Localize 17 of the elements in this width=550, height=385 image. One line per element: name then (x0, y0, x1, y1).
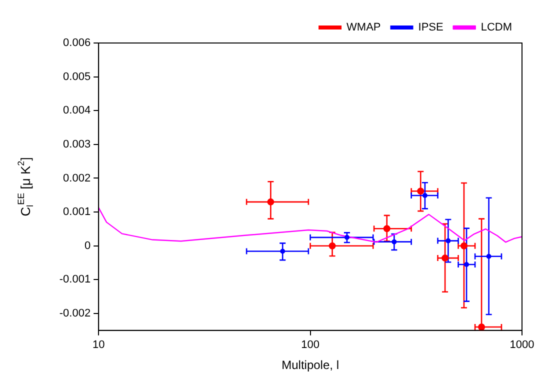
x-axis-title: Multipole, l (282, 358, 339, 372)
y-tick-label: 0.005 (63, 70, 91, 83)
y-tick-label: 0.001 (63, 206, 91, 218)
legend-label: IPSE (418, 22, 444, 34)
y-tick-label: 0.006 (63, 37, 91, 50)
y-tick-label: -0.002 (59, 308, 91, 320)
x-tick-label: 10 (92, 339, 105, 352)
legend-label: LCDM (480, 22, 512, 34)
y-tick-label: 0.004 (63, 104, 91, 117)
y-tick-label: 0.003 (63, 138, 91, 150)
x-tick-label: 1000 (510, 339, 534, 352)
x-tick-label: 100 (301, 339, 320, 352)
y-tick-label: -0.001 (59, 274, 91, 286)
y-tick-label: 0 (84, 240, 91, 252)
y-axis-title: ClEE [μ K2] (16, 157, 35, 216)
legend-label: WMAP (346, 22, 381, 34)
y-tick-label: 0.002 (63, 172, 91, 184)
